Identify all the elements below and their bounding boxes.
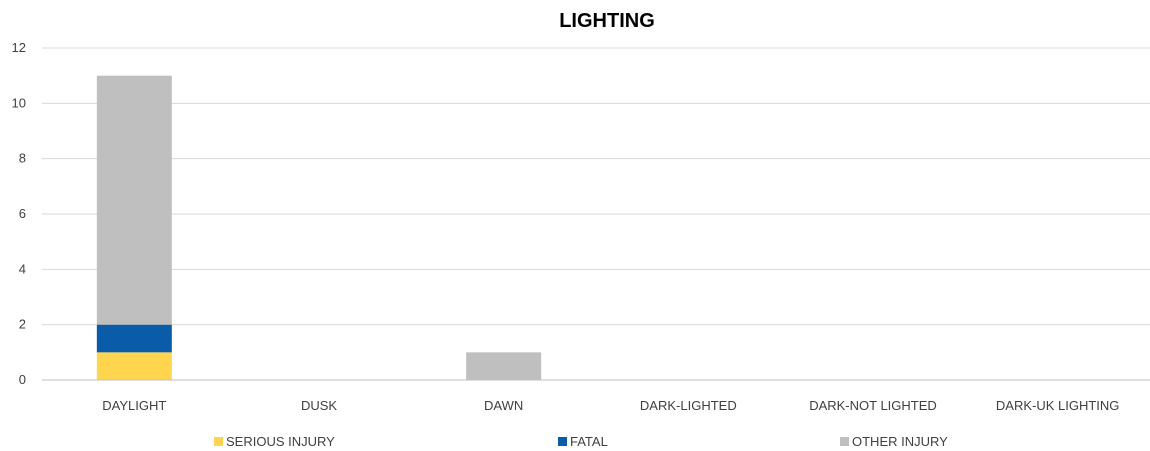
x-tick-label: DARK-UK LIGHTING [996, 398, 1120, 413]
bar-fatal-daylight [96, 324, 172, 353]
y-tick-label: 8 [19, 151, 26, 166]
bar-other-injury-dawn [466, 352, 542, 380]
legend-swatch [558, 437, 567, 446]
y-tick-label: 0 [19, 372, 26, 387]
bar-serious-injury-daylight [96, 352, 172, 380]
x-tick-label: DARK-NOT LIGHTED [809, 398, 937, 413]
gridlines [42, 47, 1150, 326]
y-tick-label: 4 [19, 261, 26, 276]
y-tick-label: 6 [19, 206, 26, 221]
legend-label: OTHER INJURY [852, 434, 948, 449]
x-axis-labels: DAYLIGHT DUSK DAWN DARK-LIGHTED DARK-NOT LIG… [102, 398, 1119, 413]
legend-label: FATAL [570, 434, 608, 449]
y-axis-ticks: 0 2 4 6 8 10 12 [12, 40, 26, 387]
legend-swatch [214, 437, 223, 446]
x-tick-label: DAYLIGHT [102, 398, 166, 413]
legend-label: SERIOUS INJURY [226, 434, 335, 449]
y-tick-label: 2 [19, 317, 26, 332]
x-tick-label: DAWN [484, 398, 523, 413]
x-tick-label: DARK-LIGHTED [640, 398, 737, 413]
x-tick-label: DUSK [301, 398, 337, 413]
y-tick-label: 12 [12, 40, 26, 55]
legend: SERIOUS INJURY FATAL OTHER INJURY [214, 434, 948, 449]
bars [96, 75, 542, 380]
legend-swatch [840, 437, 849, 446]
y-tick-label: 10 [12, 95, 26, 110]
bar-other-injury-daylight [96, 75, 172, 325]
chart-title: LIGHTING [559, 10, 655, 32]
